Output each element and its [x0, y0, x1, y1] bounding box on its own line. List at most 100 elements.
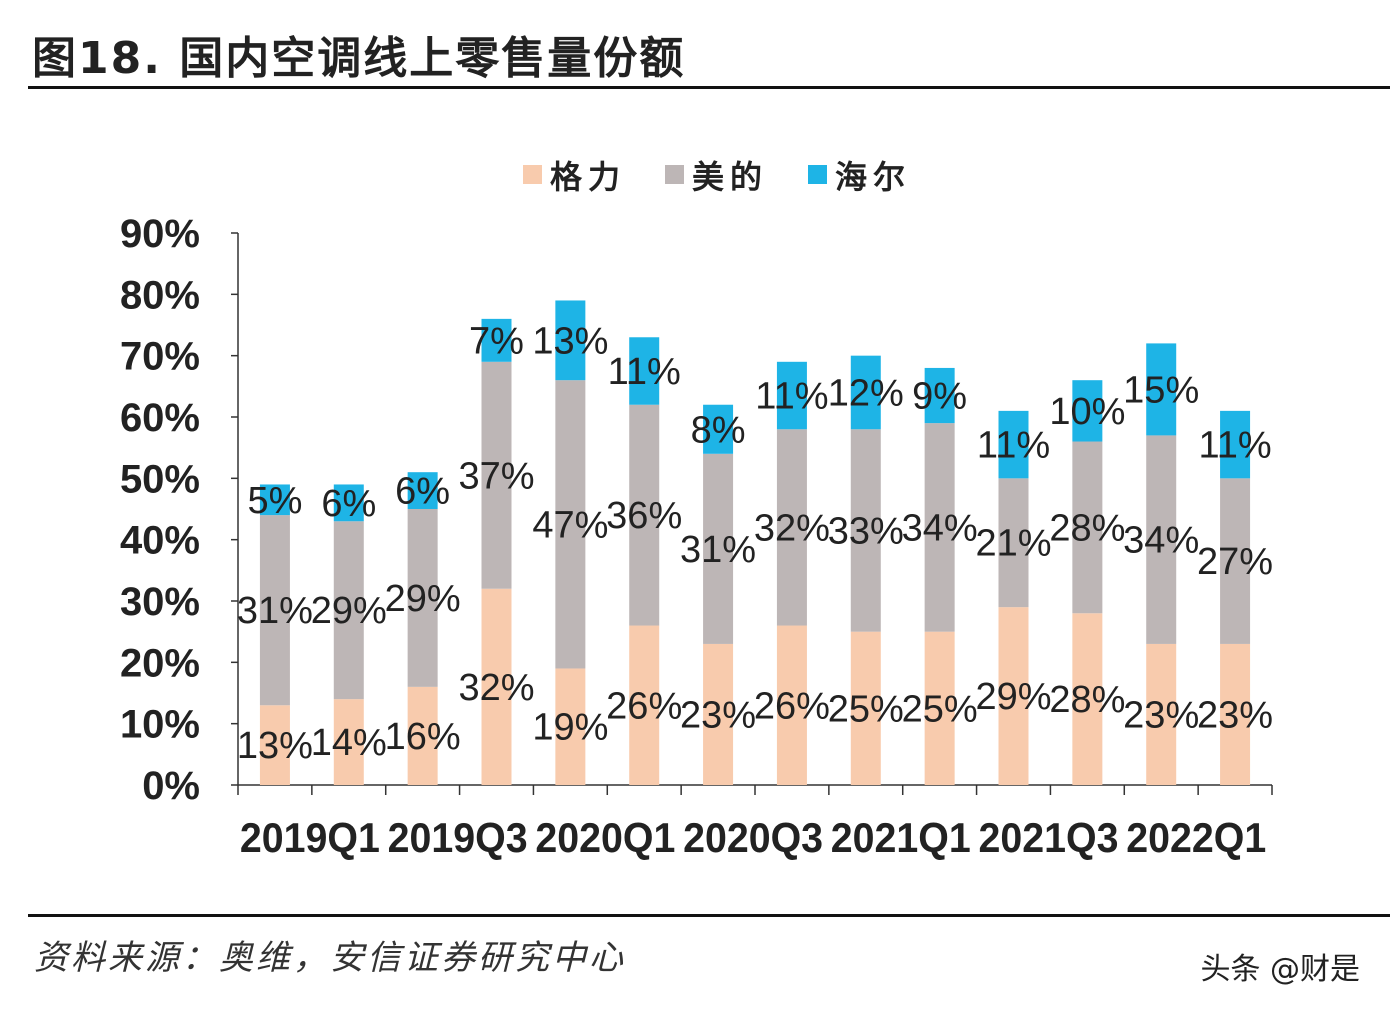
data-label: 11%	[755, 376, 828, 418]
data-label: 31%	[237, 590, 313, 632]
data-label: 34%	[902, 507, 978, 549]
source-note: 资料来源：奥维，安信证券研究中心	[34, 938, 626, 978]
x-tick-label: 2020Q3	[683, 814, 823, 861]
data-label: 25%	[828, 688, 904, 730]
data-label: 29%	[975, 676, 1051, 718]
x-tick-label: 2019Q1	[240, 814, 380, 861]
y-tick-label: 60%	[120, 396, 200, 440]
bar-segment-格力-2022Q2	[1220, 643, 1251, 785]
y-tick-label: 70%	[120, 335, 200, 379]
x-tick-label: 2021Q1	[831, 814, 971, 861]
data-label: 10%	[1049, 391, 1125, 433]
bar-segment-海尔-2021Q1	[850, 355, 881, 430]
data-label: 29%	[385, 578, 461, 620]
bar-segment-格力-2020Q1	[555, 668, 586, 785]
bar-segment-海尔-2020Q3	[703, 404, 734, 454]
bar-segment-海尔-2020Q4	[776, 361, 807, 430]
bar-segment-格力-2020Q4	[776, 625, 807, 785]
bar-segment-海尔-2019Q2	[333, 484, 364, 522]
y-tick-label: 80%	[120, 273, 200, 317]
bar-segment-美的-2020Q4	[776, 429, 807, 626]
bar-segment-格力-2020Q2	[629, 625, 660, 785]
data-label: 12%	[828, 372, 904, 414]
x-tick-label: 2021Q3	[979, 814, 1119, 861]
bar-segment-海尔-2019Q3	[407, 472, 438, 509]
y-tick-label: 20%	[120, 641, 200, 685]
y-tick-label: 30%	[120, 580, 200, 624]
watermark: 头条 @财是	[1200, 952, 1360, 987]
data-label: 6%	[395, 471, 450, 513]
data-label: 28%	[1049, 679, 1125, 721]
bar-segment-格力-2019Q4	[481, 588, 512, 785]
y-tick-label: 10%	[120, 703, 200, 747]
bar-segment-格力-2019Q3	[407, 686, 438, 785]
bar-segment-格力-2020Q3	[703, 643, 734, 785]
y-tick-label: 0%	[142, 764, 200, 808]
data-label: 28%	[1049, 507, 1125, 549]
data-label: 29%	[311, 590, 387, 632]
legend-label: 海尔	[835, 158, 911, 196]
data-label: 16%	[385, 716, 461, 758]
data-label: 13%	[237, 725, 313, 767]
bar-segment-格力-2021Q2	[924, 631, 955, 785]
data-label: 6%	[321, 483, 376, 525]
bar-segment-海尔-2021Q3	[998, 410, 1029, 479]
bar-segment-美的-2021Q4	[1072, 441, 1103, 614]
bar-segment-格力-2022Q1	[1146, 643, 1177, 785]
bar-segment-美的-2020Q3	[703, 453, 734, 644]
data-label: 14%	[311, 722, 387, 764]
data-label: 37%	[458, 455, 534, 497]
data-label: 19%	[532, 707, 608, 749]
bar-segment-海尔-2021Q2	[924, 367, 955, 424]
data-label: 9%	[912, 376, 967, 418]
legend-label: 格力	[550, 158, 626, 196]
bar-segment-美的-2022Q1	[1146, 435, 1177, 644]
data-label: 36%	[606, 495, 682, 537]
data-label: 21%	[975, 523, 1051, 565]
data-label: 26%	[606, 685, 682, 727]
x-tick-label: 2020Q1	[535, 814, 675, 861]
data-label: 13%	[532, 320, 608, 362]
data-label: 23%	[680, 694, 756, 736]
bar-segment-海尔-2019Q1	[259, 484, 290, 516]
legend-swatch-海尔	[808, 165, 827, 184]
data-label: 31%	[680, 529, 756, 571]
x-tick-label: 2022Q1	[1126, 814, 1266, 861]
data-label: 15%	[1123, 369, 1199, 411]
bar-segment-美的-2021Q2	[924, 423, 955, 632]
data-label: 47%	[532, 504, 608, 546]
data-label: 11%	[1198, 425, 1271, 467]
bar-segment-美的-2019Q4	[481, 361, 512, 589]
bar-segment-格力-2019Q1	[259, 705, 290, 785]
title-rule	[28, 86, 1390, 89]
data-label: 7%	[469, 320, 524, 362]
x-tick-label: 2019Q3	[388, 814, 528, 861]
data-label: 33%	[828, 510, 904, 552]
bar-segment-格力-2019Q2	[333, 699, 364, 785]
bar-segment-美的-2020Q1	[555, 380, 586, 669]
y-tick-label: 90%	[120, 212, 200, 256]
y-tick-label: 50%	[120, 457, 200, 501]
data-label: 32%	[458, 667, 534, 709]
data-label: 8%	[691, 409, 746, 451]
data-label: 32%	[754, 507, 830, 549]
bar-segment-美的-2019Q2	[333, 521, 364, 700]
bar-segment-海尔-2019Q4	[481, 318, 512, 362]
data-label: 5%	[247, 480, 302, 522]
figure-title: 图18. 国内空调线上零售量份额	[32, 33, 686, 84]
bar-segment-海尔-2021Q4	[1072, 380, 1103, 442]
bar-segment-美的-2019Q1	[259, 515, 290, 706]
bar-segment-格力-2021Q4	[1072, 613, 1103, 785]
data-label: 23%	[1123, 694, 1199, 736]
bar-segment-格力-2021Q1	[850, 631, 881, 785]
data-label: 11%	[977, 425, 1050, 467]
y-tick-label: 40%	[120, 519, 200, 563]
data-label: 34%	[1123, 520, 1199, 562]
bar-segment-海尔-2022Q1	[1146, 343, 1177, 436]
bar-segment-海尔-2022Q2	[1220, 410, 1251, 479]
bar-segment-美的-2021Q1	[850, 429, 881, 632]
data-label: 23%	[1197, 694, 1273, 736]
data-label: 27%	[1197, 541, 1273, 583]
data-label: 11%	[608, 351, 681, 393]
